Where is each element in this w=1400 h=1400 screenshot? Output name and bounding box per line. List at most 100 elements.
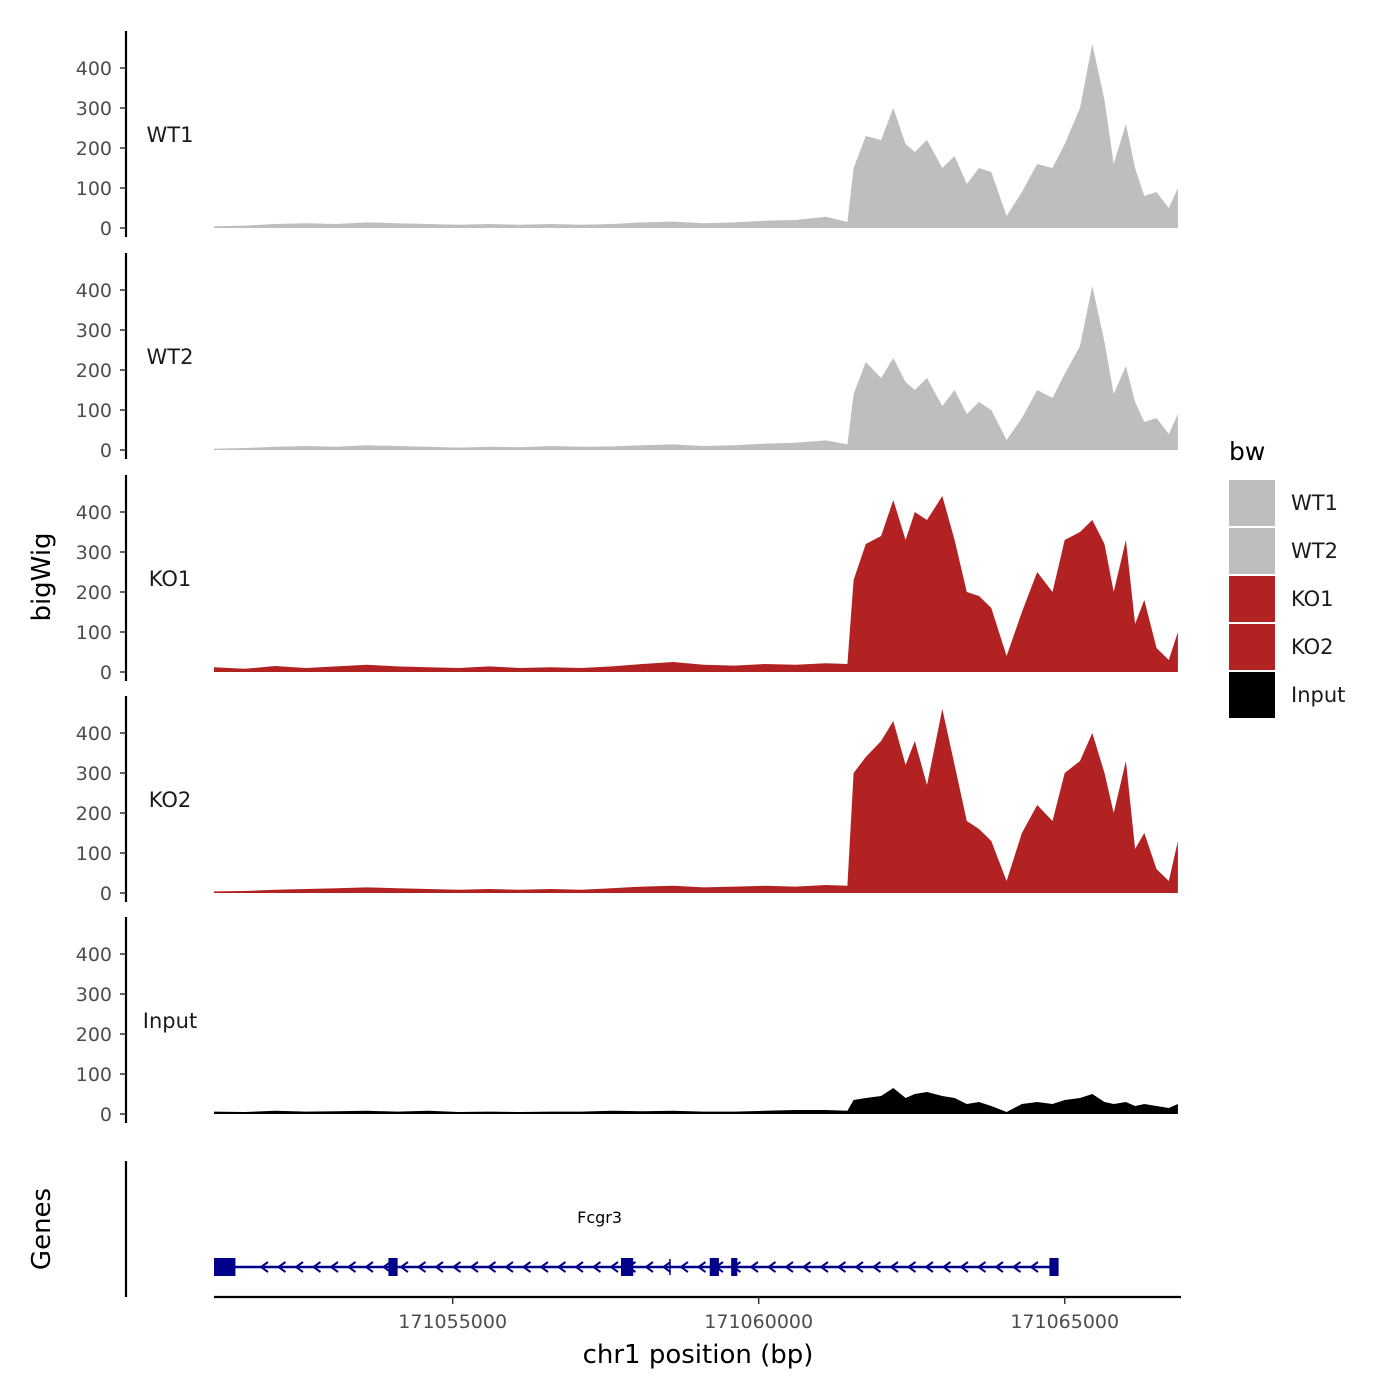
strand-arrow [416, 1261, 427, 1273]
strand-arrow [259, 1261, 269, 1273]
strand-arrow [346, 1261, 357, 1273]
legend-item-ko1: KO1 [1229, 576, 1334, 622]
y-tick-label: 200 [76, 1024, 112, 1046]
genes-track: Genes Fcgr3 [27, 1161, 1059, 1297]
x-ticks: 171055000 171060000 171065000 [398, 1297, 1119, 1333]
legend: bw WT1 WT2 KO1 KO2 Input [1229, 437, 1345, 718]
x-axis: 171055000 171060000 171065000 chr1 positio… [214, 1295, 1181, 1370]
x-tick-label: 171055000 [398, 1311, 507, 1333]
y-tick-label: 300 [76, 542, 112, 564]
gene-exon [388, 1258, 398, 1276]
y-tick-label: 200 [76, 360, 112, 382]
legend-item-wt2: WT2 [1229, 528, 1338, 574]
strand-arrow [976, 1261, 987, 1273]
strand-arrow [381, 1261, 392, 1273]
gene-exon [731, 1258, 738, 1276]
track-label: Input [143, 1009, 197, 1033]
strand-arrow [504, 1261, 514, 1273]
strand-arrow [854, 1261, 864, 1273]
y-tick-label: 200 [76, 803, 112, 825]
y-tick-label: 300 [76, 763, 112, 785]
strand-arrow [574, 1261, 584, 1273]
strand-arrow [889, 1261, 899, 1273]
strand-arrow [696, 1261, 707, 1273]
strand-arrow [749, 1261, 759, 1273]
track-panels: 0 100 200 300 400 WT1 0 100 200 300 400 WT2 0 100 200 3… [76, 31, 1178, 1126]
legend-label: KO2 [1291, 635, 1334, 659]
strand-arrow [399, 1261, 409, 1273]
track-panel-wt2: 0 100 200 300 400 WT2 [76, 253, 1178, 462]
strand-arrow [364, 1261, 374, 1273]
y-tick-label: 300 [76, 98, 112, 120]
y-tick-label: 200 [76, 582, 112, 604]
strand-arrow [521, 1261, 532, 1273]
legend-title: bw [1229, 437, 1265, 466]
gene-exon [709, 1258, 719, 1276]
legend-item-ko2: KO2 [1229, 624, 1334, 670]
y-tick-label: 200 [76, 138, 112, 160]
y-axis-title: bigWig [27, 532, 57, 621]
y-tick-label: 0 [100, 1104, 112, 1126]
y-tick-label: 400 [76, 944, 112, 966]
legend-swatch [1229, 672, 1275, 718]
track-panel-ko2: 0 100 200 300 400 KO2 [76, 696, 1178, 905]
gene-label: Fcgr3 [577, 1208, 622, 1227]
y-tick-label: 0 [100, 440, 112, 462]
track-label: WT2 [147, 345, 194, 369]
y-tick-label: 400 [76, 502, 112, 524]
strand-arrow [434, 1261, 444, 1273]
strand-arrow [469, 1261, 479, 1273]
track-label: KO2 [149, 788, 192, 812]
y-tick-label: 0 [100, 662, 112, 684]
y-tick-label: 100 [76, 178, 112, 200]
gene-exon [214, 1258, 236, 1276]
track-label: KO1 [149, 567, 192, 591]
legend-item-wt1: WT1 [1229, 480, 1338, 526]
strand-arrow [941, 1261, 952, 1273]
area-wt2 [214, 286, 1178, 450]
strand-arrow [661, 1261, 672, 1273]
y-tick-label: 300 [76, 320, 112, 342]
area-ko1 [214, 496, 1178, 672]
legend-label: Input [1291, 683, 1345, 707]
y-tick-label: 100 [76, 622, 112, 644]
area-input [214, 1088, 1178, 1114]
strand-arrow [1011, 1261, 1022, 1273]
strand-arrow [609, 1261, 619, 1273]
x-tick-label: 171065000 [1010, 1311, 1119, 1333]
strand-arrow [539, 1261, 549, 1273]
track-panel-input: 0 100 200 300 400 Input [76, 917, 1178, 1126]
y-tick-label: 100 [76, 843, 112, 865]
strand-arrow [556, 1261, 567, 1273]
legend-swatch [1229, 576, 1275, 622]
strand-arrow [994, 1261, 1004, 1273]
gene-model [214, 1258, 1059, 1276]
legend-swatch [1229, 624, 1275, 670]
legend-items: WT1 WT2 KO1 KO2 Input [1229, 480, 1345, 718]
legend-swatch [1229, 480, 1275, 526]
y-tick-label: 0 [100, 883, 112, 905]
strand-arrow [906, 1261, 917, 1273]
strand-arrow [644, 1261, 654, 1273]
track-panel-wt1: 0 100 200 300 400 WT1 [76, 31, 1178, 240]
strand-arrow [871, 1261, 882, 1273]
legend-label: WT2 [1291, 539, 1338, 563]
strand-arrow [924, 1261, 934, 1273]
genes-track-title: Genes [27, 1188, 57, 1270]
strand-arrow [329, 1261, 339, 1273]
y-tick-label: 100 [76, 1064, 112, 1086]
strand-arrow [591, 1261, 602, 1273]
x-tick-label: 171060000 [704, 1311, 813, 1333]
y-tick-label: 400 [76, 723, 112, 745]
gene-exon [620, 1258, 634, 1276]
track-panel-ko1: 0 100 200 300 400 KO1 [76, 475, 1178, 684]
gene-exon [1049, 1258, 1059, 1276]
x-axis-title: chr1 position (bp) [583, 1340, 814, 1370]
y-tick-label: 400 [76, 280, 112, 302]
area-wt1 [214, 44, 1178, 228]
strand-arrow [451, 1261, 462, 1273]
legend-item-input: Input [1229, 672, 1345, 718]
legend-label: KO1 [1291, 587, 1334, 611]
y-tick-label: 400 [76, 58, 112, 80]
